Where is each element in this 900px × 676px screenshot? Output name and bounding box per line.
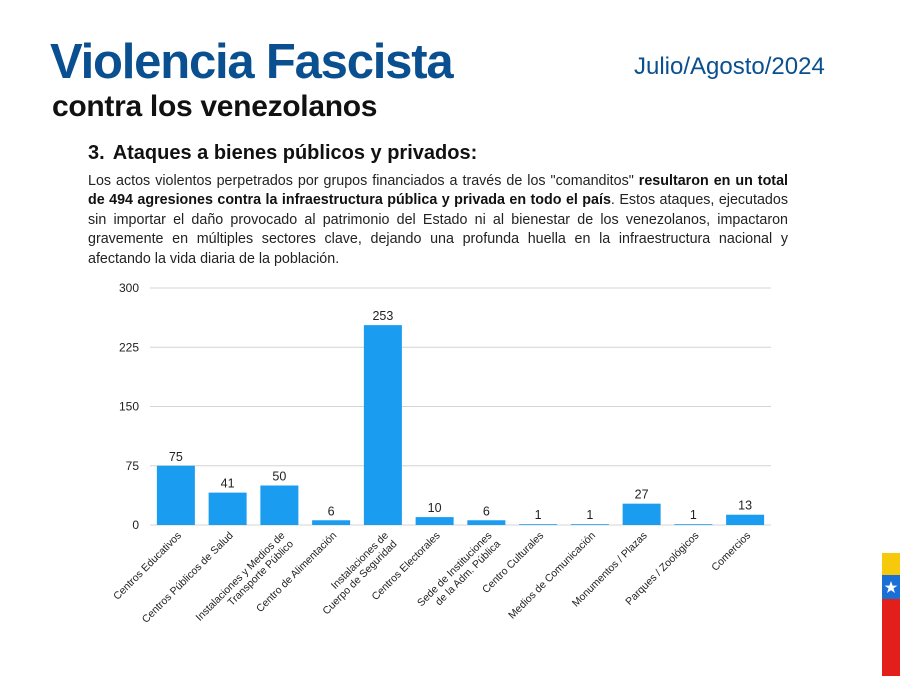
bar — [726, 514, 765, 525]
x-category-label-line: Comercios — [709, 530, 753, 574]
x-category-label-line: Centros Públicos de Salud — [140, 530, 236, 626]
section-number: 3. — [88, 142, 105, 164]
page-subtitle: contra los venezolanos — [52, 90, 378, 123]
section-heading: 3. Ataques a bienes públicos y privados: — [88, 142, 477, 165]
bar-value-label: 10 — [428, 501, 442, 515]
bar-value-labels: 75 41 50 6 253 10 6 1 1 27 1 13 — [169, 309, 752, 522]
x-category-label: Centros Públicos de Salud — [140, 530, 236, 626]
x-category-label: Medios de Comunicación — [506, 530, 598, 622]
bar-value-label: 41 — [221, 477, 235, 491]
bar-value-label: 1 — [690, 508, 697, 522]
y-tick-label: 150 — [119, 400, 139, 414]
bar — [467, 520, 506, 525]
bar-value-label: 1 — [535, 508, 542, 522]
bar — [570, 524, 609, 525]
bar — [674, 524, 713, 525]
bar-value-label: 6 — [328, 504, 335, 518]
bar — [622, 503, 661, 525]
gridlines — [150, 287, 771, 526]
bar-value-label: 13 — [738, 499, 752, 513]
bar — [260, 485, 299, 525]
y-tick-label: 0 — [132, 518, 139, 532]
bar — [312, 520, 351, 525]
date-label: Julio/Agosto/2024 — [634, 53, 825, 80]
star-icon — [884, 581, 898, 593]
y-axis-ticks: 0 75 150 225 300 — [119, 281, 139, 532]
intro-text-end: . Estos ataques, ejecutados sin importar… — [88, 192, 788, 267]
flag-red-stripe — [882, 599, 900, 676]
intro-text-start: Los actos violentos perpetrados por grup… — [88, 173, 639, 189]
flag-yellow-stripe — [882, 553, 900, 575]
bar-value-label: 27 — [635, 488, 649, 502]
intro-paragraph: Los actos violentos perpetrados por grup… — [88, 172, 788, 269]
bar — [156, 465, 195, 525]
venezuela-flag-icon — [882, 553, 900, 676]
bar — [519, 524, 558, 525]
bar-value-label: 75 — [169, 450, 183, 464]
bar-chart: 0 75 150 225 300 75 41 50 6 253 10 6 1 1 27 1 13 Centro… — [111, 281, 771, 626]
bar-value-label: 50 — [272, 470, 286, 484]
x-category-label-line: Instalaciones y Medios de — [194, 530, 288, 624]
y-tick-label: 225 — [119, 340, 139, 354]
bar-value-label: 253 — [372, 309, 393, 323]
bars — [156, 325, 765, 525]
page-title: Violencia Fascista — [50, 35, 454, 89]
x-category-label-line: Medios de Comunicación — [506, 530, 598, 622]
y-tick-label: 300 — [119, 281, 139, 295]
bar — [208, 492, 247, 525]
bar — [363, 325, 402, 525]
bar — [415, 517, 454, 525]
intro-text-bold: resultaron en un total de 494 agresiones… — [88, 173, 788, 209]
y-tick-label: 75 — [126, 459, 140, 473]
bar-value-label: 1 — [586, 508, 593, 522]
section-title: Ataques a bienes públicos y privados: — [112, 142, 478, 164]
x-category-label: Comercios — [709, 530, 753, 574]
bar-value-label: 6 — [483, 504, 490, 518]
